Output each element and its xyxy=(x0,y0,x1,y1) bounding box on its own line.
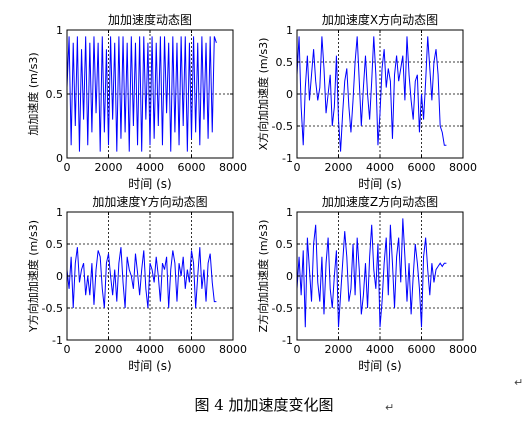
y-tick-label: 0.5 xyxy=(46,238,64,251)
series-line xyxy=(66,247,217,309)
x-tick-label: 8000 xyxy=(449,343,477,356)
y-tick-label: -1 xyxy=(282,152,293,165)
y-tick-label: -0.5 xyxy=(42,302,63,315)
y-tick-label: -0.5 xyxy=(272,120,293,133)
y-tick-label: 1 xyxy=(56,24,63,37)
chart-jerk-x: 0 2000 4000 6000 8000 -1 -0.5 0 0.5 1 加加速度X方向动态图时间… xyxy=(256,12,477,191)
y-tick-label: -0.5 xyxy=(272,302,293,315)
y-tick-label: 0 xyxy=(286,88,293,101)
y-tick-label: 0.5 xyxy=(46,88,64,101)
y-axis-label: Y方向加加速度 (m/s3) xyxy=(26,220,40,333)
y-tick-label: 1 xyxy=(286,24,293,37)
x-tick-label: 6000 xyxy=(408,161,436,174)
x-tick-label: 8000 xyxy=(449,161,477,174)
x-tick-label: 8000 xyxy=(219,343,247,356)
y-tick-label: 0.5 xyxy=(276,56,294,69)
series-line xyxy=(296,218,447,328)
series-line xyxy=(296,36,447,152)
x-tick-label: 4000 xyxy=(366,161,394,174)
y-axis-label: Z方向加加速度 (m/s3) xyxy=(256,220,270,333)
series-line xyxy=(66,36,217,152)
y-tick-label: 0 xyxy=(286,270,293,283)
y-tick-label: -1 xyxy=(282,334,293,347)
figure-caption: 图 4 加加速度变化图 xyxy=(194,396,334,414)
x-tick-label: 6000 xyxy=(408,343,436,356)
chart-title: 加加速度动态图 xyxy=(108,12,192,27)
y-tick-label: 0 xyxy=(56,270,63,283)
x-tick-label: 8000 xyxy=(219,161,247,174)
y-tick-label: 0 xyxy=(56,152,63,165)
y-tick-label: 0.5 xyxy=(276,238,294,251)
x-axis-label: 时间 (s) xyxy=(128,177,171,191)
x-tick-label: 4000 xyxy=(136,343,164,356)
x-tick-label: 0 xyxy=(64,343,71,356)
caption-paragraph-mark: ↵ xyxy=(385,401,395,414)
x-axis-label: 时间 (s) xyxy=(128,359,171,373)
x-tick-label: 6000 xyxy=(178,343,206,356)
chart-jerk-z: 0 2000 4000 6000 8000 -1 -0.5 0 0.5 1 加加速度Z方向动态图时间… xyxy=(256,194,477,373)
chart-jerk-y: 0 2000 4000 6000 8000 -1 -0.5 0 0.5 1 加加速度Y方向动态图时间… xyxy=(26,194,247,373)
y-axis-label: 加加速度 (m/s3) xyxy=(26,52,40,135)
x-tick-label: 0 xyxy=(64,161,71,174)
x-tick-label: 4000 xyxy=(366,343,394,356)
x-tick-label: 2000 xyxy=(95,161,123,174)
chart-title: 加加速度Y方向动态图 xyxy=(92,194,207,209)
x-axis-label: 时间 (s) xyxy=(358,177,401,191)
chart-title: 加加速度X方向动态图 xyxy=(322,12,438,27)
x-tick-label: 0 xyxy=(294,161,301,174)
x-tick-label: 2000 xyxy=(325,161,353,174)
x-tick-label: 4000 xyxy=(136,161,164,174)
y-tick-label: -1 xyxy=(52,334,63,347)
y-axis-label: X方向加加速度 (m/s3) xyxy=(256,38,270,151)
y-tick-label: 1 xyxy=(286,206,293,219)
y-tick-label: 1 xyxy=(56,206,63,219)
x-tick-label: 0 xyxy=(294,343,301,356)
paragraph-mark: ↵ xyxy=(514,376,524,389)
chart-title: 加加速度Z方向动态图 xyxy=(322,194,438,209)
x-tick-label: 6000 xyxy=(178,161,206,174)
x-axis-label: 时间 (s) xyxy=(358,359,401,373)
x-tick-label: 2000 xyxy=(95,343,123,356)
x-tick-label: 2000 xyxy=(325,343,353,356)
